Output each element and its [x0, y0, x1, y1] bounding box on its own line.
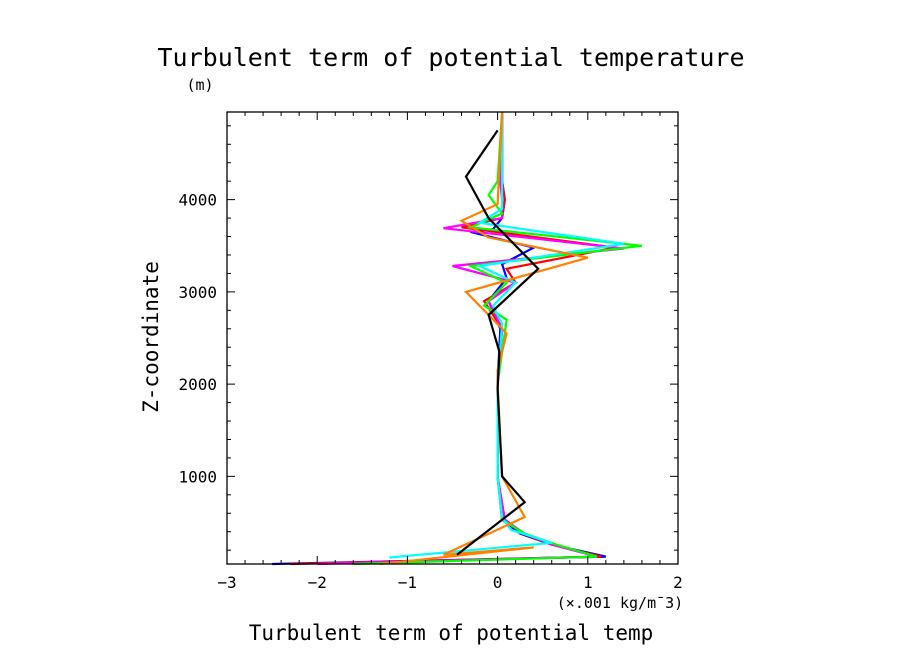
x-tick-label: −3	[217, 573, 236, 592]
x-unit-label: (×.001 kg/m¯3)	[557, 594, 683, 612]
plot-frame	[226, 111, 679, 565]
series-line-3	[317, 111, 625, 566]
x-tick-label: 1	[583, 573, 593, 592]
x-tick-label: −2	[308, 573, 327, 592]
series-line-1	[272, 112, 607, 566]
x-tick-label: 0	[493, 573, 503, 592]
x-tick-label: 2	[673, 573, 683, 592]
x-tick-label: −1	[398, 573, 417, 592]
y-unit-label: (m)	[186, 76, 213, 94]
series-line-7	[456, 129, 540, 556]
axes-layer: −3 −2 −1 0 1 2 1000 2000 3000 4000	[178, 111, 683, 592]
y-tick-label: 3000	[178, 283, 217, 302]
series-line-4	[353, 111, 643, 566]
y-axis-label: Z-coordinate	[139, 261, 163, 413]
series-line-6	[380, 111, 589, 566]
series-line-2	[290, 112, 616, 566]
x-axis-label: Turbulent term of potential temp	[249, 621, 654, 645]
y-tick-label: 2000	[178, 375, 217, 394]
y-tick-label: 1000	[178, 467, 217, 486]
chart-title: Turbulent term of potential temperature	[158, 43, 745, 72]
y-tick-label: 4000	[178, 191, 217, 210]
series-layer	[272, 111, 643, 566]
